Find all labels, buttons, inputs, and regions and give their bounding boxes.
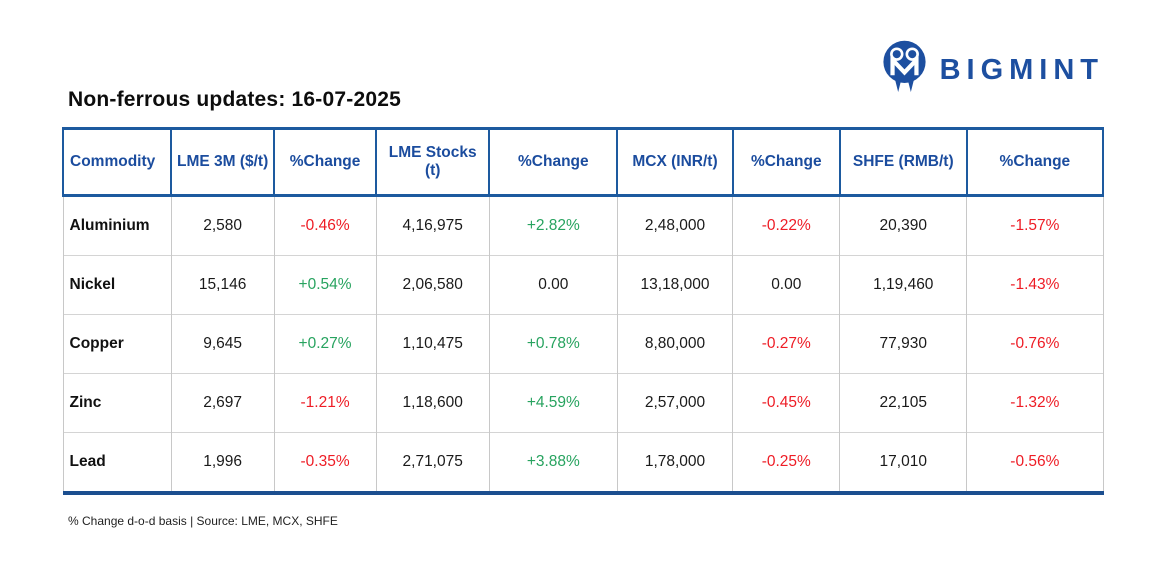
change-cell: -0.45% <box>732 373 841 433</box>
change-cell: +0.54% <box>273 255 377 315</box>
value-cell: 22,105 <box>839 373 968 433</box>
table-row: Aluminium 2,580 -0.46% 4,16,975 +2.82% 2,48,0… <box>62 195 1104 256</box>
commodity-cell: Lead <box>62 432 172 495</box>
change-cell: +4.59% <box>488 373 618 433</box>
change-cell: +0.78% <box>488 314 618 374</box>
column-header: %Change <box>488 127 619 197</box>
table-wrap: Commodity LME 3M ($/t) %Change LME Stocks (… <box>61 127 1105 495</box>
change-cell: -0.56% <box>966 432 1104 495</box>
commodity-table: Commodity LME 3M ($/t) %Change LME Stocks (… <box>61 127 1105 495</box>
change-cell: -1.43% <box>966 255 1104 315</box>
value-cell: 9,645 <box>170 314 275 374</box>
value-cell: 1,996 <box>170 432 275 495</box>
change-cell: +2.82% <box>488 195 618 256</box>
change-cell: -1.57% <box>966 195 1104 256</box>
value-cell: 8,80,000 <box>616 314 734 374</box>
brand-name: BIGMINT <box>939 53 1104 86</box>
value-cell: 1,78,000 <box>616 432 734 495</box>
bigmint-logo-icon <box>882 40 927 100</box>
commodity-cell: Copper <box>62 314 172 374</box>
table-row: Copper 9,645 +0.27% 1,10,475 +0.78% 8,80,000-… <box>62 314 1104 374</box>
value-cell: 77,930 <box>839 314 968 374</box>
change-cell: -0.35% <box>273 432 377 495</box>
value-cell: 1,19,460 <box>839 255 968 315</box>
change-cell: -0.25% <box>732 432 841 495</box>
change-cell: -1.21% <box>273 373 377 433</box>
change-cell: -0.76% <box>966 314 1104 374</box>
column-header: Commodity <box>61 127 173 197</box>
value-cell: 2,71,075 <box>375 432 490 495</box>
value-cell: 2,06,580 <box>375 255 490 315</box>
column-header: %Change <box>965 127 1105 197</box>
table-row: Nickel 15,146 +0.54% 2,06,580 0.00 13,18,000 0… <box>62 255 1104 315</box>
value-cell: 17,010 <box>839 432 968 495</box>
change-cell: -1.32% <box>966 373 1104 433</box>
bigmint-logo: BIGMINT <box>882 40 1104 100</box>
column-header: LME 3M ($/t) <box>170 127 276 197</box>
change-cell: -0.46% <box>273 195 377 256</box>
column-header: %Change <box>273 127 378 197</box>
column-header: MCX (INR/t) <box>616 127 734 197</box>
table-row: Zinc 2,697 -1.21% 1,18,600 +4.59% 2,57,000 -0.… <box>62 373 1104 433</box>
table-header-row: Commodity LME 3M ($/t) %Change LME Stocks (… <box>61 127 1105 197</box>
footnote: % Change d-o-d basis | Source: LME, MCX,… <box>68 514 338 528</box>
value-cell: 0.00 <box>488 255 618 315</box>
value-cell: 13,18,000 <box>616 255 734 315</box>
commodity-cell: Aluminium <box>62 195 172 256</box>
value-cell: 1,10,475 <box>375 314 490 374</box>
page-title: Non-ferrous updates: 16-07-2025 <box>68 88 401 111</box>
value-cell: 1,18,600 <box>375 373 490 433</box>
value-cell: 2,57,000 <box>616 373 734 433</box>
column-header: LME Stocks (t) <box>375 127 491 197</box>
value-cell: 2,48,000 <box>616 195 734 256</box>
column-header: SHFE (RMB/t) <box>838 127 968 197</box>
column-header: %Change <box>731 127 841 197</box>
commodity-cell: Zinc <box>62 373 172 433</box>
commodity-cell: Nickel <box>62 255 172 315</box>
table-row: Lead 1,996 -0.35% 2,71,075 +3.88% 1,78,000 -0.… <box>62 432 1104 495</box>
change-cell: -0.22% <box>732 195 841 256</box>
change-cell: +3.88% <box>488 432 618 495</box>
value-cell: 2,697 <box>170 373 275 433</box>
value-cell: 15,146 <box>170 255 275 315</box>
value-cell: 2,580 <box>170 195 275 256</box>
value-cell: 4,16,975 <box>375 195 490 256</box>
table-body: Aluminium 2,580 -0.46% 4,16,975 +2.82% 2,48,0… <box>62 195 1104 495</box>
change-cell: -0.27% <box>732 314 841 374</box>
value-cell: 20,390 <box>839 195 968 256</box>
change-cell: +0.27% <box>273 314 377 374</box>
value-cell: 0.00 <box>732 255 841 315</box>
